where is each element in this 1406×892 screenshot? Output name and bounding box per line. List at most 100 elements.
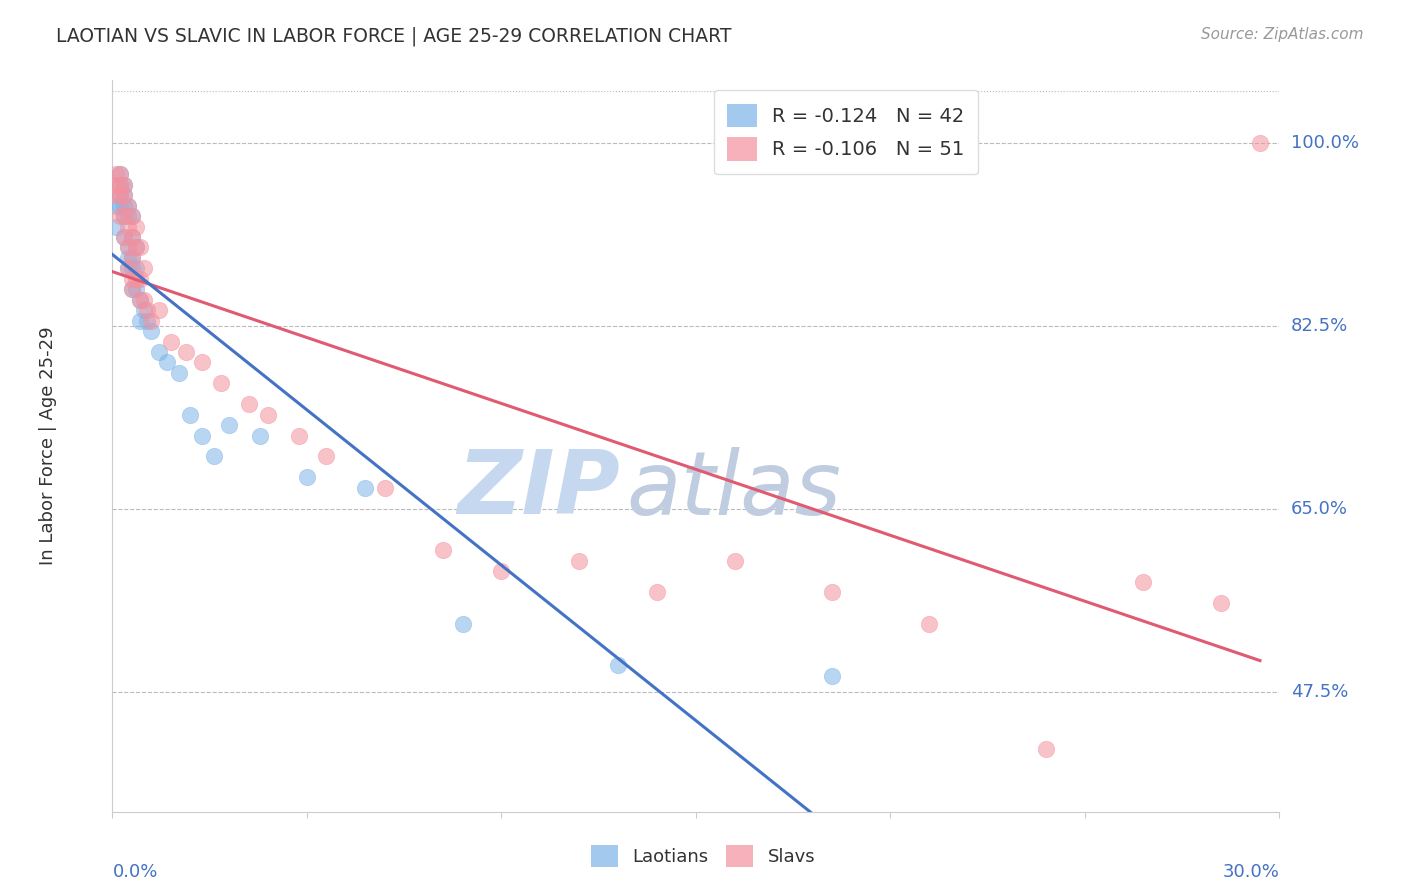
Point [128,313,150,327]
Text: LAOTIAN VS SLAVIC IN LABOR FORCE | AGE 25-29 CORRELATION CHART: LAOTIAN VS SLAVIC IN LABOR FORCE | AGE 2… [56,27,731,46]
Point [179,408,201,422]
Point [491,565,513,579]
Point [105,178,128,192]
Point [117,240,139,254]
Point [110,167,132,181]
Point [209,376,232,391]
Point [121,251,143,265]
Point [821,669,844,683]
Text: 65.0%: 65.0% [1291,500,1347,517]
Point [105,188,128,202]
Point [132,261,155,276]
Text: Source: ZipAtlas.com: Source: ZipAtlas.com [1201,27,1364,42]
Point [125,261,148,276]
Point [315,450,337,464]
Point [121,209,143,223]
Point [105,219,128,234]
Point [1132,574,1154,589]
Point [112,209,135,223]
Point [238,397,260,411]
Point [105,167,128,181]
Point [117,199,139,213]
Point [432,543,454,558]
Point [218,418,240,433]
Point [121,282,143,296]
Point [1249,136,1271,150]
Point [110,178,132,192]
Point [121,230,143,244]
Text: 30.0%: 30.0% [1223,863,1279,881]
Point [354,481,377,495]
Point [105,199,128,213]
Point [821,585,844,599]
Point [136,303,159,318]
Point [110,178,132,192]
Point [128,293,150,307]
Point [121,251,143,265]
Point [112,188,135,202]
Point [1035,742,1057,756]
Point [117,251,139,265]
Point [1209,596,1232,610]
Point [451,616,474,631]
Point [125,272,148,286]
Point [117,261,139,276]
Point [128,293,150,307]
Point [112,178,135,192]
Point [110,188,132,202]
Point [568,554,591,568]
Text: In Labor Force | Age 25-29: In Labor Force | Age 25-29 [39,326,58,566]
Text: ZIP: ZIP [457,446,620,533]
Point [202,450,225,464]
Point [132,293,155,307]
Point [112,199,135,213]
Point [141,324,163,338]
Point [645,585,668,599]
Point [156,355,179,369]
Text: 0.0%: 0.0% [112,863,157,881]
Point [121,209,143,223]
Point [112,188,135,202]
Point [125,240,148,254]
Point [110,188,132,202]
Point [176,345,198,359]
Point [121,272,143,286]
Text: 47.5%: 47.5% [1291,682,1348,700]
Point [110,199,132,213]
Point [125,282,148,296]
Point [128,272,150,286]
Point [112,230,135,244]
Text: atlas: atlas [626,447,841,533]
Point [132,303,155,318]
Point [257,408,280,422]
Point [121,230,143,244]
Point [117,209,139,223]
Point [121,261,143,276]
Point [110,167,132,181]
Point [125,240,148,254]
Point [117,199,139,213]
Point [128,240,150,254]
Point [136,313,159,327]
Point [125,219,148,234]
Point [117,261,139,276]
Point [191,355,214,369]
Point [112,230,135,244]
Point [148,345,170,359]
Point [295,470,318,484]
Point [160,334,183,349]
Point [110,209,132,223]
Point [288,428,311,442]
Point [167,366,190,380]
Point [117,240,139,254]
Point [141,313,163,327]
Point [249,428,271,442]
Point [191,428,214,442]
Point [112,178,135,192]
Point [117,219,139,234]
Point [607,658,630,673]
Text: 82.5%: 82.5% [1291,317,1348,334]
Point [918,616,941,631]
Point [148,303,170,318]
Point [121,282,143,296]
